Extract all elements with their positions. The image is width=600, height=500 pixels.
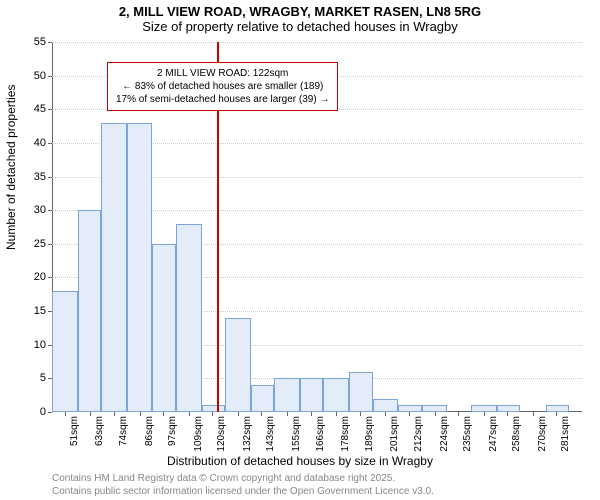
xtick-label: 51sqm	[69, 416, 80, 446]
xtick-mark	[385, 412, 386, 416]
chart-title: 2, MILL VIEW ROAD, WRAGBY, MARKET RASEN,…	[0, 4, 600, 34]
xtick-label: 247sqm	[488, 416, 499, 452]
histogram-bar	[349, 372, 373, 412]
title-line-2: Size of property relative to detached ho…	[0, 19, 600, 34]
footer-line-2: Contains public sector information licen…	[52, 486, 434, 499]
footer-attribution: Contains HM Land Registry data © Crown c…	[52, 473, 434, 498]
histogram-bar	[274, 378, 300, 412]
histogram-bar	[398, 405, 422, 412]
xtick-label: 63sqm	[94, 416, 105, 446]
xtick-mark	[189, 412, 190, 416]
ytick-label: 45	[34, 103, 46, 115]
ytick-label: 0	[40, 406, 46, 418]
xtick-mark	[435, 412, 436, 416]
xtick-label: 143sqm	[265, 416, 276, 452]
ytick-label: 25	[34, 238, 46, 250]
xtick-mark	[90, 412, 91, 416]
histogram-bar	[546, 405, 570, 412]
histogram-bar	[323, 378, 349, 412]
xtick-label: 109sqm	[193, 416, 204, 452]
xtick-label: 86sqm	[144, 416, 155, 446]
ytick-label: 15	[34, 305, 46, 317]
y-axis-label: Number of detached properties	[4, 85, 18, 250]
xtick-mark	[507, 412, 508, 416]
xtick-label: 97sqm	[167, 416, 178, 446]
histogram-bar	[422, 405, 448, 412]
histogram-bar	[202, 405, 226, 412]
histogram-bar	[152, 244, 176, 412]
xtick-label: 235sqm	[462, 416, 473, 452]
xtick-label: 270sqm	[537, 416, 548, 452]
xtick-mark	[336, 412, 337, 416]
ytick-label: 30	[34, 204, 46, 216]
xtick-label: 224sqm	[439, 416, 450, 452]
annotation-line-3: 17% of semi-detached houses are larger (…	[116, 93, 329, 106]
xtick-mark	[114, 412, 115, 416]
xtick-mark	[360, 412, 361, 416]
xtick-mark	[238, 412, 239, 416]
plot-area: 051015202530354045505551sqm63sqm74sqm86s…	[52, 42, 582, 412]
xtick-label: 155sqm	[291, 416, 302, 452]
ytick-label: 55	[34, 36, 46, 48]
xtick-label: 166sqm	[315, 416, 326, 452]
xtick-mark	[311, 412, 312, 416]
xtick-mark	[484, 412, 485, 416]
xtick-label: 258sqm	[511, 416, 522, 452]
ytick-label: 50	[34, 70, 46, 82]
xtick-label: 120sqm	[216, 416, 227, 452]
annotation-line-2: ← 83% of detached houses are smaller (18…	[116, 80, 329, 93]
ytick-label: 35	[34, 171, 46, 183]
xtick-label: 189sqm	[364, 416, 375, 452]
ytick-mark	[48, 412, 52, 413]
ytick-label: 5	[40, 372, 46, 384]
histogram-bar	[78, 210, 102, 412]
xtick-label: 178sqm	[340, 416, 351, 452]
histogram-bar	[127, 123, 153, 412]
xtick-mark	[65, 412, 66, 416]
histogram-bar	[471, 405, 497, 412]
x-axis-label: Distribution of detached houses by size …	[0, 454, 600, 468]
xtick-label: 281sqm	[560, 416, 571, 452]
histogram-bar	[52, 291, 78, 412]
title-line-1: 2, MILL VIEW ROAD, WRAGBY, MARKET RASEN,…	[0, 4, 600, 19]
histogram-bar	[497, 405, 521, 412]
annotation-line-1: 2 MILL VIEW ROAD: 122sqm	[116, 67, 329, 80]
xtick-mark	[287, 412, 288, 416]
histogram-bar	[251, 385, 275, 412]
histogram-bar	[225, 318, 251, 412]
xtick-label: 74sqm	[118, 416, 129, 446]
xtick-mark	[458, 412, 459, 416]
xtick-mark	[212, 412, 213, 416]
ytick-label: 10	[34, 339, 46, 351]
xtick-mark	[140, 412, 141, 416]
xtick-mark	[533, 412, 534, 416]
xtick-label: 212sqm	[413, 416, 424, 452]
ytick-label: 20	[34, 271, 46, 283]
xtick-mark	[556, 412, 557, 416]
xtick-mark	[261, 412, 262, 416]
xtick-label: 132sqm	[242, 416, 253, 452]
annotation-box: 2 MILL VIEW ROAD: 122sqm← 83% of detache…	[107, 62, 338, 111]
ytick-label: 40	[34, 137, 46, 149]
footer-line-1: Contains HM Land Registry data © Crown c…	[52, 473, 434, 486]
xtick-mark	[409, 412, 410, 416]
histogram-bar	[373, 399, 399, 412]
xtick-mark	[163, 412, 164, 416]
histogram-bar	[300, 378, 324, 412]
xtick-label: 201sqm	[389, 416, 400, 452]
histogram-bar	[101, 123, 127, 412]
histogram-bar	[176, 224, 202, 412]
